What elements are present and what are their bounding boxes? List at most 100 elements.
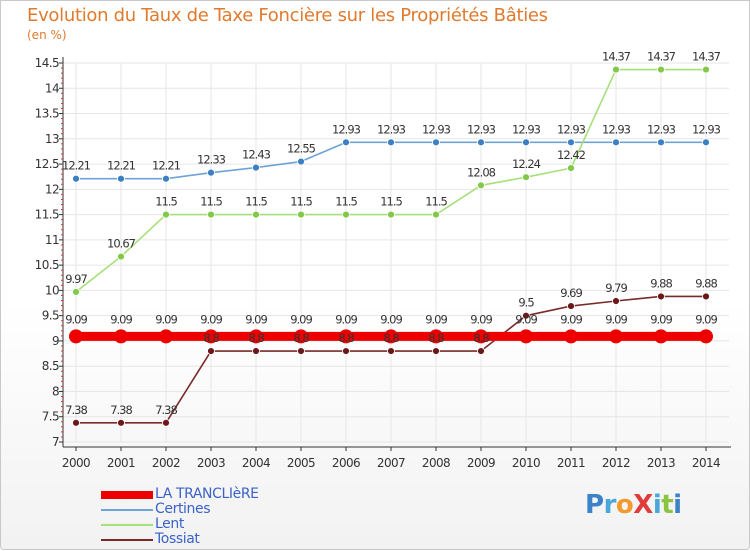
y-tick-label: 11 [45,233,59,247]
data-label: 9.88 [650,276,672,290]
data-point [432,138,440,147]
chart-title: Evolution du Taux de Taxe Foncière sur l… [27,5,548,26]
data-point [477,347,485,355]
y-tick-label: 9.5 [42,309,59,323]
data-label: 14.37 [692,50,721,64]
logo-letter: i [673,490,682,520]
data-label: 9.09 [245,312,267,326]
data-point [342,138,350,147]
data-point [654,329,668,344]
data-label: 7.38 [155,403,177,417]
legend-swatch [101,491,153,499]
y-tick-label: 7.5 [42,410,59,424]
data-point [384,329,398,344]
data-point [567,164,575,173]
legend-label: Lent [155,516,184,532]
data-label: 12.55 [287,142,316,156]
data-label: 12.93 [692,122,721,136]
y-tick-label: 8 [52,384,59,398]
data-point [249,329,263,344]
logo-letter: X [633,490,653,520]
y-tick-label: 7 [52,435,59,449]
data-point [567,138,575,147]
data-label: 9.09 [695,312,717,326]
logo-letter: o [615,490,634,520]
data-point [69,329,83,344]
data-label: 14.37 [602,50,631,64]
proxiti-logo: ProXiti [585,490,682,520]
logo-letter: P [585,490,604,520]
data-point [474,329,488,344]
data-label: 9.09 [110,312,132,326]
data-label: 9.09 [605,312,627,326]
data-point [339,329,353,344]
data-label: 9.88 [695,276,717,290]
y-tick-label: 11.5 [35,208,59,222]
data-point [252,347,260,355]
data-point [519,329,533,344]
data-point [297,347,305,355]
data-label: 11.5 [425,195,447,209]
x-tick-label: 2001 [107,456,135,470]
y-tick-label: 13.5 [35,107,59,121]
data-point [162,174,170,183]
data-point [567,302,575,310]
data-label: 12.93 [377,122,406,136]
data-point [564,329,578,344]
x-tick-label: 2009 [467,456,495,470]
data-label: 12.93 [512,122,541,136]
data-point [432,210,440,219]
data-label: 9.09 [470,312,492,326]
data-point [612,65,620,74]
data-label: 12.24 [512,157,541,171]
data-label: 9.09 [650,312,672,326]
y-tick-label: 10 [45,283,59,297]
data-label: 9.09 [425,312,447,326]
data-point [297,210,305,219]
legend-swatch [101,509,153,511]
data-point [477,181,485,190]
data-point [387,210,395,219]
data-point [429,329,443,344]
x-tick-label: 2012 [602,456,630,470]
data-point [657,292,665,301]
data-label: 12.21 [152,159,181,173]
data-label: 11.5 [380,195,402,209]
y-tick-label: 8.5 [42,359,59,373]
x-tick-label: 2004 [242,456,270,470]
data-label: 9.09 [155,312,177,326]
x-tick-label: 2000 [62,456,90,470]
data-point [702,65,710,74]
data-point [342,210,350,219]
data-point [207,210,215,219]
x-tick-label: 2013 [647,456,675,470]
data-label: 9.09 [335,312,357,326]
x-tick-label: 2006 [332,456,360,470]
data-label: 8.8 [383,331,399,345]
data-point [522,173,530,182]
data-label: 12.93 [332,122,361,136]
y-tick-label: 9 [52,334,59,348]
data-label: 7.38 [110,403,132,417]
data-point [159,329,173,344]
data-label: 8.8 [203,331,219,345]
x-tick-label: 2014 [692,456,720,470]
y-tick-label: 14 [45,81,59,95]
data-label: 8.8 [473,331,489,345]
data-label: 11.5 [200,195,222,209]
data-point [702,138,710,147]
data-point [162,210,170,219]
data-point [117,418,125,427]
logo-letter: t [661,490,674,520]
data-label: 12.33 [197,153,226,167]
y-axis-unit-label: (en %) [27,28,67,42]
y-tick-label: 12 [45,182,59,196]
data-point [522,138,530,147]
data-point [117,252,125,261]
x-tick-label: 2011 [557,456,585,470]
data-label: 8.8 [248,331,264,345]
logo-letter: i [652,490,662,520]
data-label: 11.5 [155,195,177,209]
data-point [207,168,215,177]
